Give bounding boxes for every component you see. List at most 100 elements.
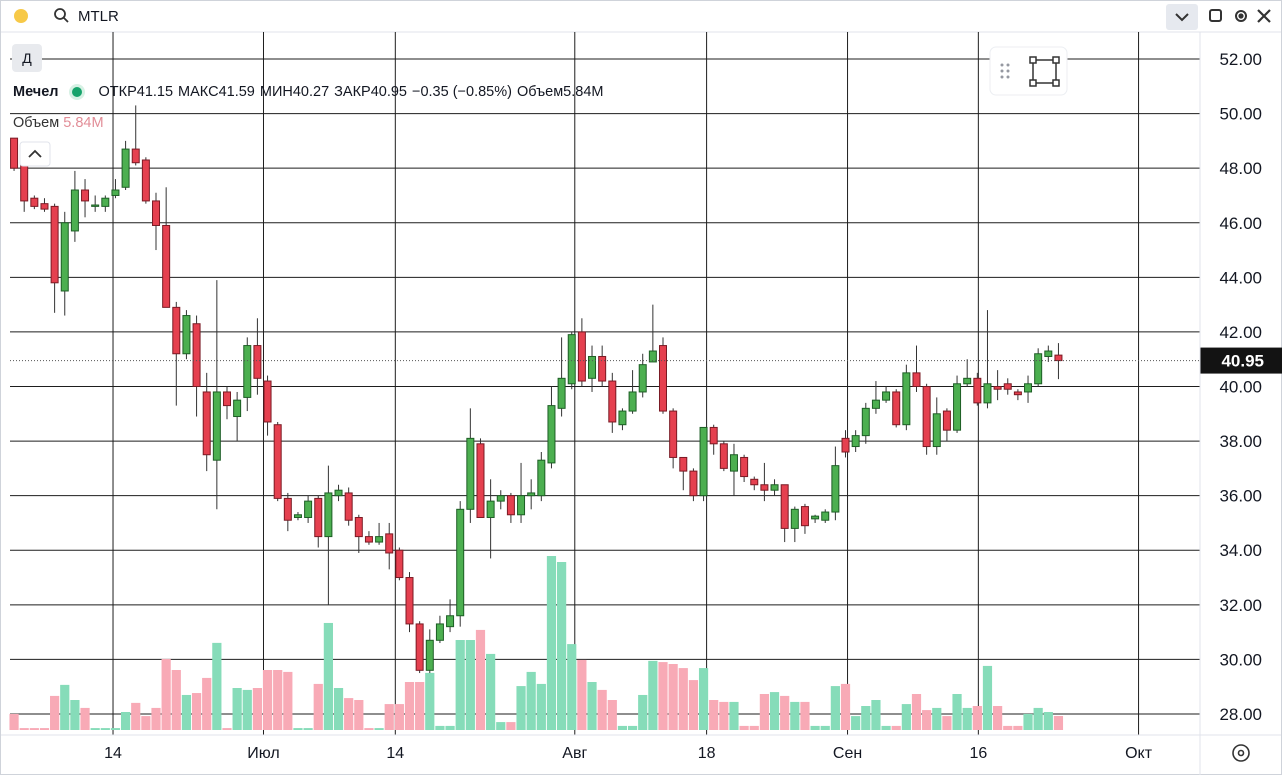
top-bar [1, 1, 1281, 32]
candle-body [1054, 354, 1063, 362]
candle-body [648, 350, 657, 363]
candle-body [679, 456, 688, 472]
volume-bar [810, 725, 820, 730]
maximize-button[interactable] [1209, 9, 1222, 22]
candle-body [932, 413, 941, 448]
search-text[interactable]: MTLR [78, 8, 119, 25]
y-tick-label: 30.00 [1219, 650, 1262, 669]
candle-body [942, 410, 951, 431]
volume-bar [952, 694, 962, 730]
window-dot[interactable] [14, 9, 28, 23]
candle-body [618, 410, 627, 426]
volume-bar [567, 644, 577, 730]
candle-body [446, 615, 455, 628]
candle-body [344, 492, 353, 521]
candles [10, 105, 1063, 674]
volume-bar [70, 700, 80, 730]
candle-body [922, 386, 931, 448]
volume-bar [19, 728, 29, 730]
y-tick-label: 28.00 [1219, 705, 1262, 724]
interval-button[interactable] [12, 44, 42, 72]
candle-body [60, 222, 69, 292]
candle-body [111, 189, 120, 196]
candle-body [851, 435, 860, 448]
collapse-icon [28, 149, 42, 158]
volume-bar [962, 707, 972, 730]
axes: 28.00 30.00 32.00 34.00 36.00 38.00 40.00 42.00… [10, 50, 1282, 762]
candle-body [354, 516, 363, 538]
change-label: −0.35 (−0.85%) [412, 84, 512, 100]
candle-body [537, 459, 546, 497]
x-tick-label: 18 [698, 745, 716, 762]
candle-body [689, 470, 698, 497]
last-price-label: 40.95 [1221, 352, 1264, 371]
candle-body [192, 323, 201, 388]
candle-body [780, 484, 789, 529]
volume-bar [627, 725, 638, 730]
y-tick-label: 50.00 [1219, 105, 1262, 124]
candle-body [821, 511, 830, 521]
candle-body [10, 137, 19, 169]
candle-body [547, 405, 556, 464]
candle-body [152, 200, 161, 226]
axis-settings-button[interactable] [1232, 744, 1250, 762]
candle-body [50, 205, 59, 284]
candle-body [750, 478, 759, 486]
ohlc-value: 41.59 [218, 84, 255, 100]
candle-body [40, 203, 49, 210]
volume-bar [719, 701, 729, 730]
volume-bar [871, 700, 881, 730]
x-tick-label: Сен [833, 745, 862, 762]
volume-bar [181, 694, 192, 730]
volume-bar [668, 664, 678, 730]
candle-body [841, 437, 850, 453]
volume-bar [161, 658, 171, 730]
volume-bar [486, 653, 496, 730]
x-tick-label: 14 [386, 745, 404, 762]
volume-bar [364, 728, 374, 730]
volume-bar [323, 622, 333, 730]
volume-bar [222, 728, 232, 730]
volume-legend: Объем 5.84M [13, 115, 104, 131]
fullscreen-button[interactable] [1029, 56, 1060, 87]
candle-body [496, 495, 505, 502]
volume-bar [881, 725, 891, 730]
volume-bar [891, 725, 901, 730]
candle-body [121, 148, 130, 188]
y-tick-label: 38.00 [1219, 432, 1262, 451]
volume-bar [445, 725, 455, 730]
volume-bar [993, 706, 1003, 730]
volume-bar [262, 670, 273, 730]
volume-value: 5.84M [63, 115, 104, 131]
volume-bar [425, 672, 435, 730]
candle-body [790, 508, 799, 529]
volume-bar [820, 725, 830, 730]
candle-body [729, 454, 738, 472]
volume-bar [465, 640, 475, 730]
settings-button[interactable] [1235, 10, 1247, 22]
candle-body [506, 495, 515, 516]
candle-body [314, 497, 323, 538]
x-tick-label: 14 [104, 745, 122, 762]
candle-body [831, 465, 840, 513]
candle-body [800, 506, 809, 527]
volume-bar [202, 677, 212, 730]
drag-handle[interactable] [1000, 63, 1010, 79]
volume-bar [607, 700, 617, 730]
close-button[interactable] [1257, 9, 1271, 23]
candle-body [141, 159, 150, 202]
candle-body [882, 391, 891, 401]
candle-body [1044, 350, 1053, 357]
volume-bar [648, 660, 658, 730]
candle-body [1034, 353, 1043, 385]
volume-bar [191, 693, 202, 730]
dropdown-button[interactable] [1166, 4, 1198, 30]
candle-body [131, 148, 140, 164]
candle-body [963, 377, 972, 385]
candle-body [212, 391, 221, 461]
volume-bar [1053, 715, 1064, 730]
last-price-box [1200, 347, 1282, 374]
volume-bar [851, 716, 861, 730]
collapse-button[interactable] [19, 141, 51, 167]
candle-body [811, 515, 820, 520]
